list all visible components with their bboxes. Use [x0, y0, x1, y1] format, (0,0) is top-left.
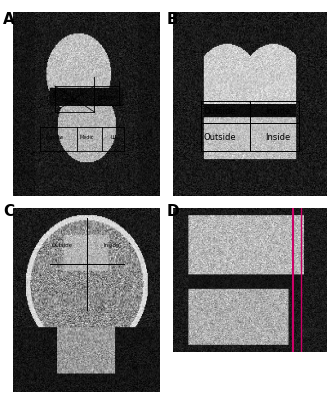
Text: C: C [3, 204, 14, 219]
Text: Inside: Inside [104, 243, 120, 248]
Text: Outside: Outside [203, 133, 236, 142]
Text: Outside: Outside [52, 243, 73, 248]
Text: Inside: Inside [265, 133, 290, 142]
Text: A: A [3, 12, 15, 27]
Text: Inside: Inside [265, 107, 290, 116]
Text: D: D [166, 204, 179, 219]
Text: Outside: Outside [203, 107, 236, 116]
Text: Medic: Medic [61, 98, 77, 103]
Text: Marrow: Marrow [46, 135, 64, 140]
Text: Medic: Medic [80, 135, 94, 140]
Text: LL: LL [111, 135, 116, 140]
Text: Bone: Bone [98, 95, 112, 100]
Text: B: B [166, 12, 178, 27]
